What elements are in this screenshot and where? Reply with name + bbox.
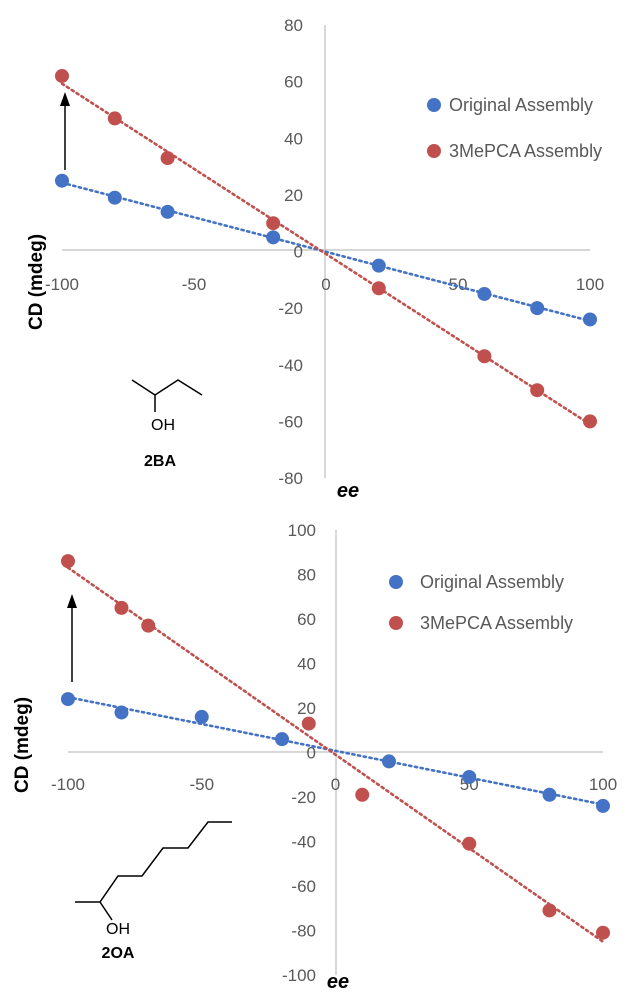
data-point [371,258,386,273]
legend-label: Original Assembly [449,95,593,115]
trendlines [66,566,605,944]
y-tick-label: 60 [284,73,303,92]
molecule-label: 2BA [144,453,176,470]
y-tick-label: 40 [284,129,303,148]
trendlines [60,82,592,426]
data-point [355,787,370,802]
y-axis-label: CD (mdeg) [26,234,47,330]
legend: Original Assembly 3MePCA Assembly [389,572,573,633]
y-tick-labels: 100 80 60 40 20 0 -20 -40 -60 -80 -100 [282,521,316,985]
molecule-2oa-structure: OH [75,821,232,938]
data-point [371,281,386,296]
legend-marker [389,575,403,589]
y-tick-label: 80 [297,566,316,585]
x-tick-labels: -100 -50 0 50 100 [51,775,617,794]
data-point [160,204,175,219]
trendline [66,566,605,944]
y-tick-label: -80 [291,922,316,941]
trendline [60,82,592,426]
data-point [114,600,129,615]
data-point [141,618,156,633]
y-tick-label: -60 [291,877,316,896]
x-tick-label: 50 [449,275,468,294]
legend-marker [389,616,403,630]
x-tick-label: -50 [182,275,207,294]
legend-label: 3MePCA Assembly [420,613,573,633]
data-point [275,732,289,747]
data-point [107,111,122,126]
y-tick-label: -60 [278,412,303,431]
x-tick-label: -100 [51,775,85,794]
data-point [107,190,122,205]
legend-marker [427,144,441,158]
data-points [61,554,610,940]
data-point [55,68,69,83]
data-point [583,414,597,429]
x-tick-label: 100 [576,275,604,294]
y-tick-label: 20 [284,186,303,205]
data-point [530,301,545,316]
data-point [542,787,557,802]
trendline [60,181,592,323]
data-point [61,554,75,569]
y-tick-label: 100 [288,521,316,540]
y-tick-label: 60 [297,610,316,629]
oh-label: OH [151,417,175,434]
y-tick-label: -40 [291,833,316,852]
data-point [477,286,492,301]
chart-2ba: 80 60 40 20 0 -20 -40 -60 -80 -100 -50 0 50 100 Orig… [26,16,604,502]
data-point [530,383,545,398]
y-tick-label: -20 [278,299,303,318]
y-tick-label: 0 [294,243,303,262]
molecule-2ba-structure: OH [131,379,203,434]
data-point [583,312,597,327]
molecule-label: 2OA [102,945,135,962]
data-point [477,349,492,364]
increase-arrow-head [67,594,77,608]
x-tick-labels: -100 -50 0 50 100 [45,275,604,294]
trendline [66,695,605,806]
data-point [382,754,396,769]
data-point [596,798,610,813]
legend-marker [427,98,441,112]
x-tick-label: -50 [189,775,214,794]
y-tick-labels: 80 60 40 20 0 -20 -40 -60 -80 [278,16,303,488]
data-point [462,836,477,851]
y-tick-label: -20 [291,788,316,807]
increase-arrow-head [60,92,70,106]
data-point [194,709,209,724]
data-point [160,151,175,166]
y-tick-label: -80 [278,469,303,488]
x-axis-label: ee [337,480,359,502]
legend-label: 3MePCA Assembly [449,141,602,161]
data-point [596,925,610,940]
x-tick-label: 100 [589,775,617,794]
x-tick-label: -100 [45,275,79,294]
x-tick-label: 0 [321,275,330,294]
oh-label: OH [106,921,130,938]
x-axis-label: ee [327,971,349,992]
y-axis-label: CD (mdeg) [12,697,33,793]
y-tick-label: -100 [282,966,316,985]
y-tick-label: 0 [307,744,316,763]
data-points [55,68,597,429]
y-tick-label: 20 [297,699,316,718]
legend-label: Original Assembly [420,572,564,592]
y-tick-label: 40 [297,655,316,674]
data-point [266,230,281,245]
data-point [462,769,477,784]
y-tick-label: 80 [284,16,303,35]
data-point [114,705,129,720]
data-point [542,903,557,918]
data-point [61,692,75,707]
data-point [55,173,69,188]
data-point [301,716,316,731]
data-point [266,216,281,231]
legend: Original Assembly 3MePCA Assembly [427,95,602,161]
x-tick-label: 0 [331,775,340,794]
y-tick-label: -40 [278,356,303,375]
